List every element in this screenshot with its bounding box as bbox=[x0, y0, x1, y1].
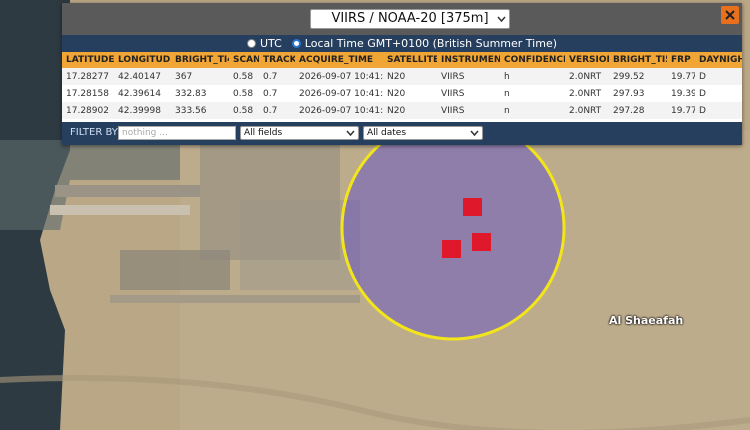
table-cell: 42.39614 bbox=[114, 85, 171, 102]
column-header: TRACK bbox=[259, 52, 295, 68]
filter-input[interactable]: nothing ... bbox=[118, 126, 236, 140]
table-row[interactable]: 17.28902 42.39998 333.56 0.58 0.7 2026-09-07 … bbox=[62, 102, 742, 119]
table-cell: 0.58 bbox=[229, 68, 259, 85]
table-row[interactable]: 17.28277 42.40147 367 0.58 0.7 2026-09-07 10:… bbox=[62, 68, 742, 85]
table-cell: 297.28 bbox=[609, 102, 667, 119]
info-panel: VIIRS / NOAA-20 [375m] UTC Local Time GMT… bbox=[62, 3, 742, 145]
radio-label: UTC bbox=[259, 37, 282, 50]
radio-button[interactable] bbox=[246, 39, 256, 48]
table-cell: n bbox=[500, 85, 565, 102]
filter-bar: FILTER BY nothing ... All fields All dat… bbox=[62, 122, 742, 145]
chevron bbox=[346, 130, 355, 136]
table-cell: 332.83 bbox=[171, 85, 229, 102]
column-header: BRIGHT_TI5 bbox=[609, 52, 667, 68]
column-header: BRIGHT_TI4 bbox=[171, 52, 229, 68]
table-cell: 367 bbox=[171, 68, 229, 85]
table-cell: 42.39998 bbox=[114, 102, 171, 119]
table-cell: 2.0NRT bbox=[565, 85, 609, 102]
table-cell: 2026-09-07 10:41:00 bbox=[295, 85, 383, 102]
table-cell: VIIRS bbox=[437, 85, 500, 102]
table-cell: 42.40147 bbox=[114, 68, 171, 85]
table-cell: 0.7 bbox=[259, 68, 295, 85]
radio-button[interactable] bbox=[291, 39, 301, 48]
source-select-text: VIIRS / NOAA-20 [375m] bbox=[331, 11, 489, 26]
place-label: Al Shaeafah bbox=[609, 314, 684, 327]
column-header: VERSION bbox=[565, 52, 609, 68]
table-cell: 17.28277 bbox=[62, 68, 114, 85]
table-cell: h bbox=[500, 68, 565, 85]
table-row[interactable]: 17.28158 42.39614 332.83 0.58 0.7 2026-09-07 … bbox=[62, 85, 742, 102]
table-cell: 2026-09-07 10:41:00 bbox=[295, 68, 383, 85]
table-cell: 19.77 bbox=[667, 102, 695, 119]
dates-select-text: All dates bbox=[367, 128, 407, 138]
radio-label: Local Time GMT+0100 (British Summer Time… bbox=[304, 37, 558, 50]
time-options: UTC Local Time GMT+0100 (British Summer T… bbox=[62, 35, 742, 52]
fields-select[interactable]: All fields bbox=[240, 126, 359, 140]
table-cell: 0.58 bbox=[229, 85, 259, 102]
table-cell: D bbox=[695, 85, 742, 102]
source-select[interactable]: VIIRS / NOAA-20 [375m] bbox=[310, 9, 510, 29]
table-cell: N20 bbox=[383, 85, 437, 102]
title-bar: VIIRS / NOAA-20 [375m] bbox=[62, 3, 742, 35]
table-cell: VIIRS bbox=[437, 68, 500, 85]
chevron bbox=[497, 16, 506, 22]
table-cell: 17.28902 bbox=[62, 102, 114, 119]
column-header: ACQUIRE_TIME bbox=[295, 52, 383, 68]
table-cell: D bbox=[695, 68, 742, 85]
table-cell: N20 bbox=[383, 102, 437, 119]
table-cell: 333.56 bbox=[171, 102, 229, 119]
table-cell: 2.0NRT bbox=[565, 102, 609, 119]
table-cell: 19.77 bbox=[667, 68, 695, 85]
column-header: SCAN bbox=[229, 52, 259, 68]
table-cell: VIIRS bbox=[437, 102, 500, 119]
column-header: INSTRUMENT bbox=[437, 52, 500, 68]
close-button[interactable] bbox=[721, 6, 739, 24]
table-cell: 0.7 bbox=[259, 85, 295, 102]
table-cell: D bbox=[695, 102, 742, 119]
table-cell: 19.39 bbox=[667, 85, 695, 102]
table-cell: 2.0NRT bbox=[565, 68, 609, 85]
close-icon bbox=[725, 10, 735, 20]
table-cell: N20 bbox=[383, 68, 437, 85]
table-cell: 297.93 bbox=[609, 85, 667, 102]
table-cell: 17.28158 bbox=[62, 85, 114, 102]
fire-table: LATITUDE LONGITUDE BRIGHT_TI4 SCAN TRACK ACQU… bbox=[62, 52, 742, 119]
filter-label: FILTER BY bbox=[70, 127, 118, 138]
table-cell: 2026-09-07 10:41:00 bbox=[295, 102, 383, 119]
chevron bbox=[470, 130, 479, 136]
table-cell: 0.58 bbox=[229, 102, 259, 119]
table-cell: n bbox=[500, 102, 565, 119]
fields-select-text: All fields bbox=[244, 128, 283, 138]
dates-select[interactable]: All dates bbox=[363, 126, 483, 140]
column-header: CONFIDENCE bbox=[500, 52, 565, 68]
table-cell: 0.7 bbox=[259, 102, 295, 119]
column-header: FRP bbox=[667, 52, 695, 68]
column-header: LATITUDE bbox=[62, 52, 114, 68]
table-cell: 299.52 bbox=[609, 68, 667, 85]
column-header: DAYNIGHT bbox=[695, 52, 742, 68]
column-header: LONGITUDE bbox=[114, 52, 171, 68]
header-row: LATITUDE LONGITUDE BRIGHT_TI4 SCAN TRACK ACQU… bbox=[62, 52, 742, 68]
column-header: SATELLITE bbox=[383, 52, 437, 68]
